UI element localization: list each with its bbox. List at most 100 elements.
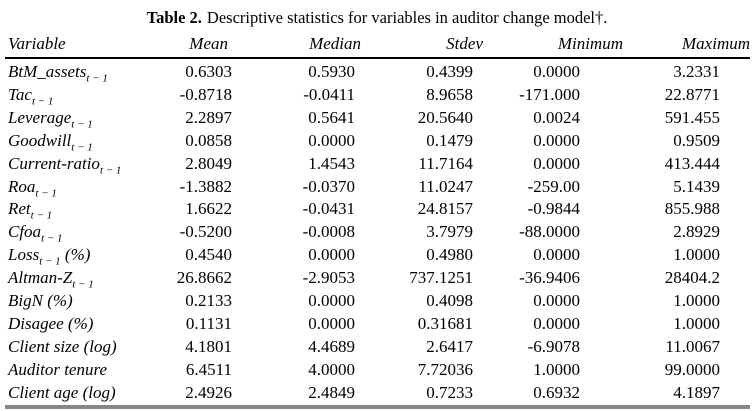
maximum-cell: 591.455 (664, 107, 720, 127)
variable-cell: Disagee (%) (8, 313, 94, 333)
stdev-cell: 0.31681 (417, 313, 473, 333)
variable-cell: Roat − 1 (8, 176, 57, 199)
table-row: BtM_assetst − 1 0.6303 0.5930 0.4399 0.0000 3… (5, 58, 750, 84)
column-header-median: Median (246, 33, 374, 59)
maximum-cell: 855.988 (664, 199, 720, 219)
column-header-mean: Mean (155, 33, 246, 59)
table-row: Cfoat − 1 -0.5200 -0.0008 3.7979 -88.0000 2.8… (5, 221, 750, 244)
table-row: Altman-Zt − 1 26.8662 -2.9053 737.1251 -36.9… (5, 267, 750, 290)
maximum-cell: 4.1897 (637, 381, 750, 409)
median-cell: 0.0000 (308, 245, 355, 265)
minimum-cell: -88.0000 (519, 222, 580, 242)
variable-cell: Leveraget − 1 (8, 107, 93, 131)
minimum-cell: 0.6932 (496, 381, 637, 409)
minimum-cell: 0.0000 (533, 313, 580, 333)
table-row: Roat − 1 -1.3882 -0.0370 11.0247 -259.00 5.14… (5, 176, 750, 199)
maximum-cell: 11.0067 (665, 336, 720, 356)
maximum-cell: 5.1439 (673, 176, 720, 196)
median-cell: -0.0008 (302, 222, 355, 242)
median-cell: 0.0000 (308, 130, 355, 150)
variable-cell: Rett − 1 (8, 199, 53, 222)
variable-cell: Auditor tenure (8, 359, 107, 379)
mean-cell: 2.4926 (155, 381, 246, 409)
stdev-cell: 3.7979 (426, 222, 473, 242)
variable-cell: Client size (log) (8, 336, 117, 356)
minimum-cell: 0.0000 (533, 130, 580, 150)
stdev-cell: 24.8157 (417, 199, 473, 219)
mean-cell: 2.2897 (185, 107, 232, 127)
median-cell: -0.0411 (303, 84, 355, 104)
median-cell: -0.0431 (302, 199, 355, 219)
table-body: BtM_assetst − 1 0.6303 0.5930 0.4399 0.0000 3… (5, 58, 750, 409)
mean-cell: 4.1801 (185, 336, 232, 356)
stdev-cell: 737.1251 (409, 268, 473, 288)
column-header-variable: Variable (5, 33, 155, 59)
minimum-cell: -6.9078 (527, 336, 580, 356)
mean-cell: 1.6622 (185, 199, 232, 219)
median-cell: 1.4543 (308, 153, 355, 173)
stdev-cell: 2.6417 (426, 336, 473, 356)
variable-cell: Cfoat − 1 (8, 222, 63, 245)
median-cell: 0.0000 (308, 313, 355, 333)
mean-cell: 0.2133 (185, 291, 232, 311)
variable-cell: Losst − 1 (%) (8, 245, 91, 268)
maximum-cell: 1.0000 (673, 313, 720, 333)
mean-cell: 0.4540 (185, 245, 232, 265)
minimum-cell: -36.9406 (519, 268, 580, 288)
minimum-cell: -259.00 (527, 176, 580, 196)
maximum-cell: 0.9509 (673, 130, 720, 150)
maximum-cell: 2.8929 (673, 222, 720, 242)
mean-cell: 6.4511 (185, 359, 232, 379)
stdev-cell: 20.5640 (417, 107, 473, 127)
median-cell: 2.4849 (246, 381, 374, 409)
table-row: Client age (log) 2.4926 2.4849 0.7233 0.6932… (5, 381, 750, 409)
median-cell: -2.9053 (302, 268, 355, 288)
minimum-cell: 0.0000 (533, 153, 580, 173)
header-row: Variable Mean Median Stdev Minimum Maxim… (5, 33, 750, 59)
minimum-cell: 0.0000 (533, 245, 580, 265)
variable-cell: BtM_assetst − 1 (8, 62, 108, 85)
variable-cell: BigN (%) (8, 291, 73, 311)
table-row: Tact − 1 -0.8718 -0.0411 8.9658 -171.000 22.8… (5, 84, 750, 107)
median-cell: 0.5930 (308, 62, 355, 81)
minimum-cell: 1.0000 (533, 359, 580, 379)
table-row: Client size (log) 4.1801 4.4689 2.6417 -6.90… (5, 336, 750, 359)
minimum-cell: 0.0000 (533, 62, 580, 81)
table-row: Losst − 1 (%) 0.4540 0.0000 0.4980 0.0000 1.0… (5, 244, 750, 267)
stdev-cell: 0.1479 (426, 130, 473, 150)
table-row: Current-ratiot − 1 2.8049 1.4543 11.7164 0.0… (5, 153, 750, 176)
stdev-cell: 7.72036 (417, 359, 473, 379)
mean-cell: -1.3882 (179, 176, 232, 196)
table-caption: Table 2. Descriptive statistics for varia… (0, 7, 754, 28)
maximum-cell: 1.0000 (673, 291, 720, 311)
minimum-cell: -171.000 (519, 84, 580, 104)
median-cell: 0.0000 (308, 291, 355, 311)
table-row: BigN (%) 0.2133 0.0000 0.4098 0.0000 1.0000 (5, 290, 750, 313)
mean-cell: 0.0858 (185, 130, 232, 150)
mean-cell: -0.8718 (179, 84, 232, 104)
variable-cell: Tact − 1 (8, 84, 54, 108)
maximum-cell: 413.444 (664, 153, 720, 173)
variable-cell: Current-ratiot − 1 (8, 153, 122, 177)
mean-cell: 0.1131 (185, 313, 232, 333)
variable-cell: Client age (log) (5, 381, 155, 409)
stdev-cell: 8.9658 (426, 84, 473, 104)
stdev-cell: 0.4980 (426, 245, 473, 265)
table-row: Disagee (%) 0.1131 0.0000 0.31681 0.0000 1.00… (5, 313, 750, 336)
column-header-stdev: Stdev (374, 33, 496, 59)
stdev-cell: 0.4399 (426, 62, 473, 81)
median-cell: 0.5641 (308, 107, 355, 127)
variable-cell: Goodwillt − 1 (8, 130, 93, 154)
descriptive-statistics-table: Variable Mean Median Stdev Minimum Maxim… (5, 33, 750, 409)
stdev-cell: 11.7164 (418, 153, 473, 173)
stdev-cell: 0.7233 (374, 381, 496, 409)
median-cell: 4.0000 (308, 359, 355, 379)
mean-cell: 0.6303 (185, 62, 232, 81)
table-caption-label: Table 2. (146, 8, 202, 27)
table-row: Auditor tenure 6.4511 4.0000 7.72036 1.0000 9… (5, 359, 750, 382)
stdev-cell: 0.4098 (426, 291, 473, 311)
table-row: Goodwillt − 1 0.0858 0.0000 0.1479 0.0000 0.9… (5, 130, 750, 153)
variable-cell: Altman-Zt − 1 (8, 268, 94, 291)
table-row: Leveraget − 1 2.2897 0.5641 20.5640 0.0024 59… (5, 107, 750, 130)
